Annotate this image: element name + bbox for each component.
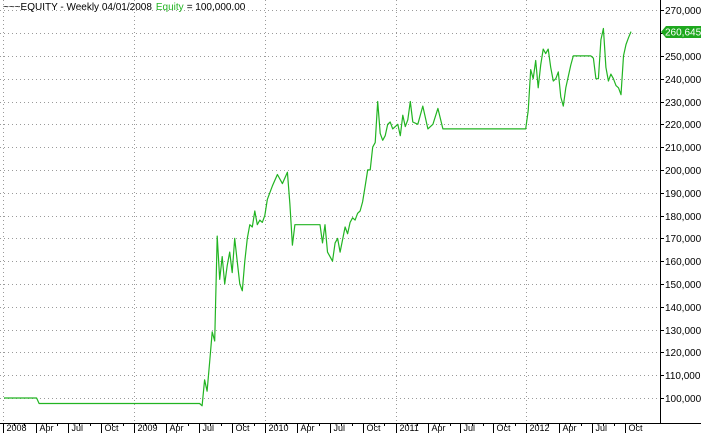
y-tick-label: 150,000 bbox=[665, 280, 701, 291]
equity-series-line bbox=[4, 27, 632, 407]
x-tick-label: Apr bbox=[40, 423, 54, 433]
last-value-tag-shape bbox=[661, 26, 701, 38]
plot-background bbox=[0, 0, 660, 423]
y-tick-label: 100,000 bbox=[665, 394, 701, 405]
y-tick-label: 180,000 bbox=[665, 212, 701, 223]
x-tick-label: Apr bbox=[301, 423, 315, 433]
y-tick-label: 200,000 bbox=[665, 166, 701, 177]
x-tick-label: Oct bbox=[497, 423, 512, 433]
last-value-label: 260,645 bbox=[665, 28, 701, 39]
x-tick-label: Jul bbox=[72, 423, 84, 433]
x-tick-label: Oct bbox=[629, 423, 644, 433]
y-tick-label: 250,000 bbox=[665, 52, 701, 63]
x-tick-label: Apr bbox=[432, 423, 446, 433]
header-series-label: Equity bbox=[156, 2, 184, 13]
x-tick-label: 2010 bbox=[269, 423, 289, 433]
x-tick-layer: 2008 Apr Jul Oct 2009 Apr Jul Oct 2010 Apr Jul Oct 2… bbox=[3, 423, 644, 433]
y-tick-label: 170,000 bbox=[665, 234, 701, 245]
y-tick-label: 190,000 bbox=[665, 189, 701, 200]
x-tick-label: Oct bbox=[105, 423, 120, 433]
header-value: = 100,000.00 bbox=[187, 2, 246, 13]
x-tick-label: Apr bbox=[563, 423, 577, 433]
y-tick-label: 220,000 bbox=[665, 120, 701, 131]
x-tick-label: Oct bbox=[367, 423, 382, 433]
y-tick-label: 270,000 bbox=[665, 6, 701, 17]
grid-layer bbox=[0, 0, 660, 423]
y-tick-label: 210,000 bbox=[665, 143, 701, 154]
chart-header: ~~~EQUITY - Weekly 04/01/2008 Equity = 100… bbox=[3, 2, 246, 13]
y-tick-layer: 100,000 110,000 120,000 130,000 140,000 150,0… bbox=[660, 6, 701, 405]
y-tick-label: 130,000 bbox=[665, 326, 701, 337]
axis-layer bbox=[0, 0, 701, 424]
last-value-tag: 260,645 bbox=[661, 26, 701, 39]
y-tick-label: 230,000 bbox=[665, 98, 701, 109]
header-prefix: ~~~EQUITY - Weekly 04/01/2008 bbox=[3, 2, 152, 13]
x-tick-label: Jul bbox=[334, 423, 346, 433]
x-tick-label: 2012 bbox=[530, 423, 550, 433]
x-tick-label: Oct bbox=[236, 423, 251, 433]
y-tick-label: 160,000 bbox=[665, 257, 701, 268]
x-tick-label: 2009 bbox=[138, 423, 158, 433]
y-tick-label: 110,000 bbox=[665, 371, 701, 382]
x-tick-label: 2008 bbox=[7, 423, 27, 433]
y-tick-label: 240,000 bbox=[665, 75, 701, 86]
x-tick-label: Jul bbox=[203, 423, 215, 433]
series-layer bbox=[4, 27, 632, 407]
x-tick-label: Jul bbox=[596, 423, 608, 433]
y-tick-label: 120,000 bbox=[665, 348, 701, 359]
x-tick-label: Apr bbox=[170, 423, 184, 433]
y-tick-label: 140,000 bbox=[665, 303, 701, 314]
x-tick-label: Jul bbox=[464, 423, 476, 433]
x-tick-label: 2011 bbox=[400, 423, 419, 433]
